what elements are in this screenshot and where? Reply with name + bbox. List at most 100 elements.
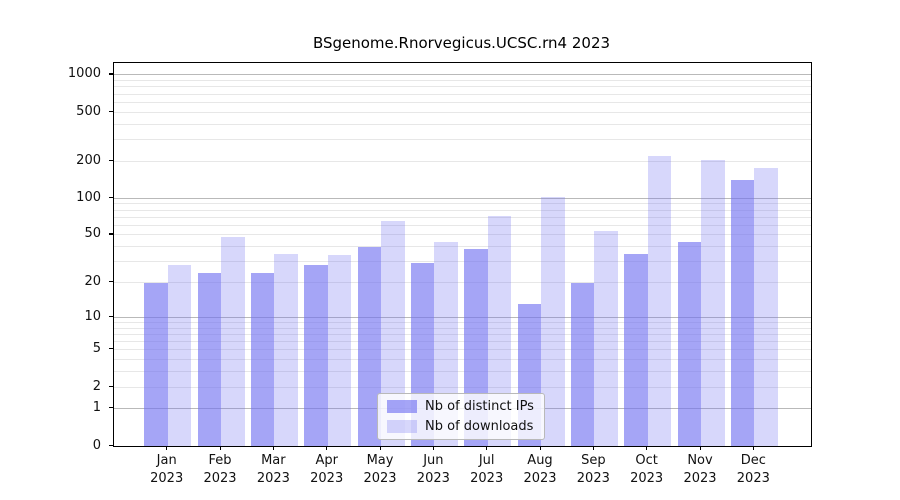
bar-downloads-mar xyxy=(274,253,298,446)
y-tick-mark xyxy=(109,233,113,235)
y-tick-mark xyxy=(109,110,113,112)
x-tick-label-oct: Oct 2023 xyxy=(630,453,664,486)
gridline-minor xyxy=(114,209,811,211)
gridline-minor xyxy=(114,123,811,125)
y-tick-label-0: 0 xyxy=(92,437,101,453)
x-tick-mark xyxy=(539,446,541,450)
bar-downloads-jan xyxy=(167,265,192,446)
y-tick-mark xyxy=(109,407,113,409)
bar-ips-oct xyxy=(624,253,648,446)
legend-item-downloads: Nb of downloads xyxy=(387,419,534,434)
gridline-minor xyxy=(114,234,811,236)
x-tick-mark xyxy=(752,446,755,450)
gridline-minor xyxy=(114,349,811,351)
x-tick-label-sep: Sep 2023 xyxy=(576,453,610,486)
y-tick-mark xyxy=(109,159,113,161)
bar-ips-mar xyxy=(250,273,275,446)
bar-ips-jan xyxy=(144,282,168,446)
bar-downloads-may xyxy=(381,221,405,446)
y-tick-label-1000: 1000 xyxy=(67,66,101,82)
gridlines-layer xyxy=(114,63,811,446)
gridline-minor xyxy=(114,333,811,335)
bar-downloads-jul xyxy=(487,215,512,446)
gridline-minor xyxy=(114,111,811,113)
x-tick-label-mar: Mar 2023 xyxy=(256,453,290,486)
y-tick-label-1: 1 xyxy=(92,400,101,416)
bars-layer xyxy=(114,63,811,446)
y-tick-mark xyxy=(109,196,113,198)
x-tick-label-feb: Feb 2023 xyxy=(203,453,237,486)
y-tick-label-50: 50 xyxy=(84,226,101,242)
bar-ips-feb xyxy=(197,273,222,446)
x-tick-mark xyxy=(646,446,648,450)
x-tick-label-nov: Nov 2023 xyxy=(683,453,717,486)
plot-area: Nb of distinct IPs Nb of downloads xyxy=(113,62,812,447)
gridline-minor xyxy=(114,216,811,218)
bar-ips-nov xyxy=(677,241,701,446)
gridline-minor xyxy=(114,261,811,263)
x-tick-label-aug: Aug 2023 xyxy=(523,453,557,486)
x-tick-label-apr: Apr 2023 xyxy=(310,453,344,486)
gridline-minor xyxy=(114,341,811,342)
x-tick-label-jun: Jun 2023 xyxy=(416,453,450,486)
x-tick-mark xyxy=(219,446,221,450)
x-tick-label-jul: Jul 2023 xyxy=(470,453,504,486)
bar-ips-apr xyxy=(304,265,328,446)
gridline-minor xyxy=(114,224,811,226)
legend: Nb of distinct IPs Nb of downloads xyxy=(377,393,545,440)
gridline-minor xyxy=(114,86,811,88)
bar-downloads-feb xyxy=(221,237,245,446)
y-tick-label-5: 5 xyxy=(92,341,101,357)
x-tick-mark xyxy=(699,446,701,450)
x-tick-mark xyxy=(432,446,435,450)
bar-downloads-sep xyxy=(594,230,618,446)
gridline-minor xyxy=(114,359,811,361)
bar-downloads-nov xyxy=(701,159,725,446)
gridline-minor xyxy=(114,93,811,95)
x-tick-label-may: May 2023 xyxy=(363,453,397,486)
y-tick-label-200: 200 xyxy=(76,152,101,168)
legend-label-downloads: Nb of downloads xyxy=(425,419,534,434)
y-tick-label-500: 500 xyxy=(76,103,101,119)
gridline-minor xyxy=(114,101,811,103)
legend-item-distinct-ips: Nb of distinct IPs xyxy=(387,399,534,414)
gridline-minor xyxy=(114,371,811,373)
gridline-minor xyxy=(114,386,811,388)
gridline-major xyxy=(114,74,811,76)
y-tick-mark xyxy=(109,315,113,317)
x-tick-mark xyxy=(379,446,381,450)
x-tick-mark xyxy=(326,446,328,450)
y-tick-mark xyxy=(109,281,113,283)
gridline-minor xyxy=(114,203,811,205)
x-tick-label-jan: Jan 2023 xyxy=(150,453,184,486)
gridline-major xyxy=(114,316,811,318)
gridline-minor xyxy=(114,321,811,323)
legend-label-distinct-ips: Nb of distinct IPs xyxy=(425,399,534,414)
gridline-minor xyxy=(114,139,811,141)
gridline-minor xyxy=(114,327,811,329)
y-tick-label-2: 2 xyxy=(92,378,101,394)
bar-ips-dec xyxy=(730,180,755,446)
x-tick-mark xyxy=(272,446,275,450)
bar-downloads-aug xyxy=(541,197,565,446)
x-tick-mark xyxy=(486,446,488,450)
x-tick-label-dec: Dec 2023 xyxy=(736,453,770,486)
gridline-minor xyxy=(114,282,811,283)
gridline-major xyxy=(114,197,811,199)
bar-downloads-apr xyxy=(327,255,352,446)
bar-ips-may xyxy=(357,246,382,446)
y-tick-label-10: 10 xyxy=(84,308,101,324)
chart-title: BSgenome.Rnorvegicus.UCSC.rn4 2023 xyxy=(312,34,611,52)
y-tick-mark xyxy=(109,73,113,75)
y-tick-mark xyxy=(109,385,113,387)
legend-swatch-distinct-ips xyxy=(387,400,417,413)
gridline-minor xyxy=(114,80,811,82)
gridline-minor xyxy=(114,246,811,248)
x-tick-mark xyxy=(592,446,595,450)
bar-ips-sep xyxy=(570,282,595,446)
bar-downloads-dec xyxy=(754,167,778,446)
y-tick-label-100: 100 xyxy=(76,189,101,205)
y-tick-label-20: 20 xyxy=(84,274,101,289)
y-tick-mark xyxy=(109,348,113,350)
